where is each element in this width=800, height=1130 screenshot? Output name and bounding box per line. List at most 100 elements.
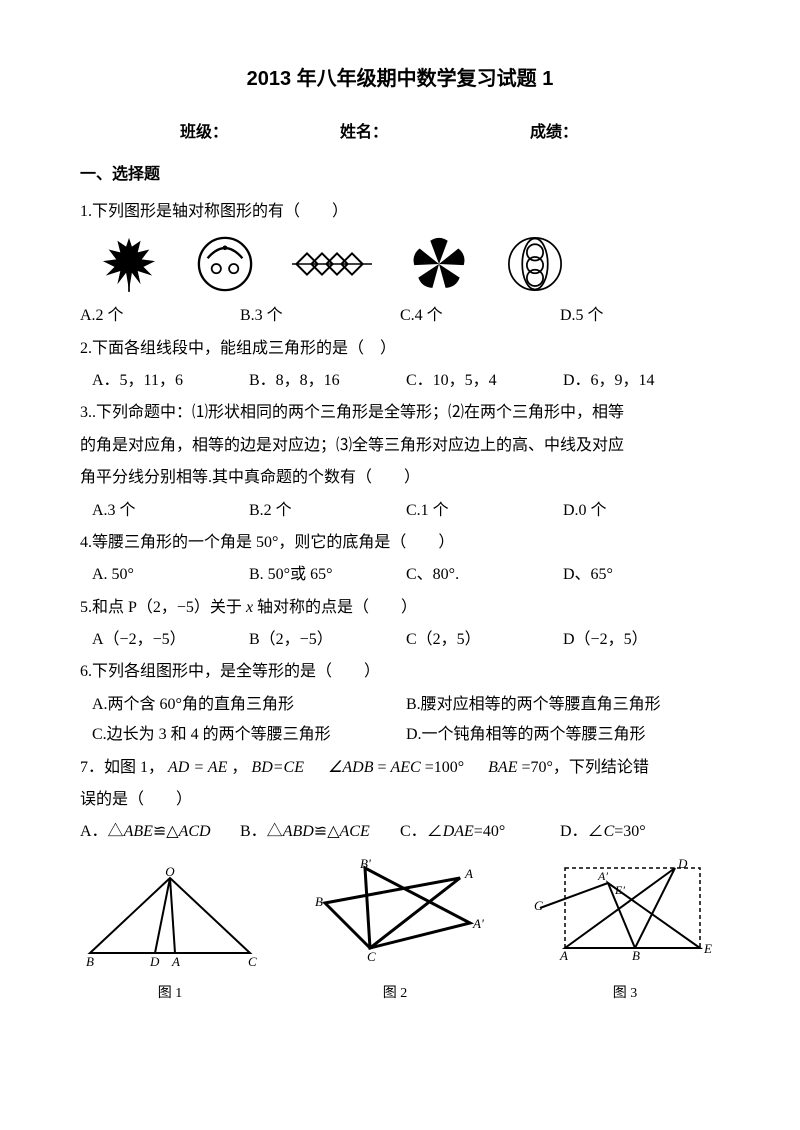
q6-options-row1: A.两个含 60°角的直角三角形 B.腰对应相等的两个等腰直角三角形: [80, 690, 720, 720]
q7b-cong: ≌△: [314, 823, 340, 840]
shape-diamonds-icon: [292, 244, 372, 284]
info-row: 班级： 姓名： 成绩：: [80, 118, 720, 148]
q7a-pre: A．△: [80, 823, 124, 840]
q7-adae: AD = AE: [168, 759, 227, 776]
shape-circles-icon: [506, 235, 564, 293]
fig1-A: A: [171, 954, 180, 969]
fig2-C: C: [367, 949, 376, 964]
q6-opt-b: B.腰对应相等的两个等腰直角三角形: [406, 690, 720, 720]
q7b-pre: B．△: [240, 823, 283, 840]
q7-bdce: BD=CE: [251, 759, 304, 776]
q6-stem: 6.下列各组图形中，是全等形的是（ ）: [80, 657, 720, 687]
q1-opt-b: B.3 个: [240, 301, 400, 331]
q5-stem-post: 轴对称的点是（ ）: [253, 599, 417, 616]
q7c-mid: DAE: [443, 823, 474, 840]
q1-stem: 1.下列图形是轴对称图形的有（ ）: [80, 197, 720, 227]
q5-opt-a: A（−2，−5）: [92, 625, 249, 655]
q4-opt-c: C、80°.: [406, 560, 563, 590]
fig1-O: O: [165, 864, 175, 879]
q7a-mid: ABE: [124, 823, 153, 840]
q1-shapes: [100, 235, 720, 293]
q1-opt-d: D.5 个: [560, 301, 720, 331]
q7b-mid: ABD: [283, 823, 314, 840]
q2-options: A．5，11，6 B．8，8，16 C．10，5，4 D．6，9，14: [80, 366, 720, 396]
fig1-C: C: [248, 954, 257, 969]
q6-options-row2: C.边长为 3 和 4 的两个等腰三角形 D.一个钝角相等的两个等腰三角形: [80, 720, 720, 750]
q3-stem-1: 3..下列命题中：⑴形状相同的两个三角形是全等形；⑵在两个三角形中，相等: [80, 398, 720, 428]
q6-opt-d: D.一个钝角相等的两个等腰三角形: [406, 720, 720, 750]
fig2-B: B: [315, 894, 323, 909]
q7-v2: =70°，下列结论错: [521, 759, 648, 776]
q7d-pre: D．∠: [560, 823, 604, 840]
q7-eq1: =: [377, 759, 390, 776]
figure-2: B' B C A A' 图 2: [305, 858, 485, 1008]
q7-opt-c: C．∠DAE=40°: [400, 817, 560, 847]
fig3-E: E: [703, 941, 712, 956]
q2-opt-b: B．8，8，16: [249, 366, 406, 396]
shape-leaf-icon: [100, 235, 158, 293]
shape-face-icon: [196, 235, 254, 293]
q2-stem: 2.下面各组线段中，能组成三角形的是（ ）: [80, 334, 720, 364]
q7-aec: AEC: [391, 759, 421, 776]
q3-opt-d: D.0 个: [563, 496, 720, 526]
q7-options: A．△ABE≌△ACD B．△ABD≌△ACE C．∠DAE=40° D．∠C=…: [80, 817, 720, 847]
q5-opt-d: D（−2，5）: [563, 625, 720, 655]
name-label: 姓名：: [340, 118, 530, 148]
q1-opt-c: C.4 个: [400, 301, 560, 331]
q3-options: A.3 个 B.2 个 C.1 个 D.0 个: [80, 496, 720, 526]
q7-stem-1: 7．如图 1， AD = AE ， BD=CE ∠ADB = AEC =100°…: [80, 753, 720, 783]
q7-s1-pre: 7．如图 1，: [80, 759, 164, 776]
q7-adb: ∠ADB: [328, 759, 373, 776]
q4-opt-a: A. 50°: [92, 560, 249, 590]
q1-options: A.2 个 B.3 个 C.4 个 D.5 个: [80, 301, 720, 331]
fig3-B: B: [632, 948, 640, 963]
fig3-Ep: E′: [614, 883, 625, 897]
q7-opt-b: B．△ABD≌△ACE: [240, 817, 400, 847]
fig3-A: A: [559, 948, 568, 963]
figure-1: O B D A C 图 1: [80, 868, 260, 1008]
fig1-B: B: [86, 954, 94, 969]
fig3-D: D: [677, 856, 688, 871]
q5-opt-b: B（2，−5）: [249, 625, 406, 655]
fig1-label: 图 1: [80, 981, 260, 1008]
q5-opt-c: C（2，5）: [406, 625, 563, 655]
class-label: 班级：: [180, 118, 340, 148]
q3-opt-a: A.3 个: [92, 496, 249, 526]
q7b-end: ACE: [340, 823, 370, 840]
q5-stem-x: x: [246, 599, 253, 616]
fig2-Bp: B': [360, 856, 371, 871]
q4-opt-b: B. 50°或 65°: [249, 560, 406, 590]
q4-stem: 4.等腰三角形的一个角是 50°，则它的底角是（ ）: [80, 528, 720, 558]
q1-opt-a: A.2 个: [80, 301, 240, 331]
shape-flower-icon: [410, 235, 468, 293]
score-label: 成绩：: [530, 118, 578, 148]
q7-c1: ，: [231, 759, 251, 776]
q6-opt-c: C.边长为 3 和 4 的两个等腰三角形: [92, 720, 406, 750]
q2-opt-c: C．10，5，4: [406, 366, 563, 396]
q4-options: A. 50° B. 50°或 65° C、80°. D、65°: [80, 560, 720, 590]
q7-v1: =100°: [425, 759, 468, 776]
page-title: 2013 年八年级期中数学复习试题 1: [80, 60, 720, 98]
q3-opt-b: B.2 个: [249, 496, 406, 526]
q3-stem-3: 角平分线分别相等.其中真命题的个数有（ ）: [80, 463, 720, 493]
q7-stem-2: 误的是（ ）: [80, 785, 720, 815]
fig3-label: 图 3: [530, 981, 720, 1008]
q7d-end: =30°: [614, 823, 645, 840]
fig3-C: C: [534, 898, 543, 913]
fig2-Ap: A': [472, 916, 484, 931]
q7-opt-a: A．△ABE≌△ACD: [80, 817, 240, 847]
q2-opt-d: D．6，9，14: [563, 366, 720, 396]
figures-row: O B D A C 图 1 B' B C A A' 图 2 A: [80, 858, 720, 1008]
q7a-cong: ≌△: [153, 823, 179, 840]
fig2-label: 图 2: [305, 981, 485, 1008]
fig3-Ap: A′: [597, 869, 608, 883]
q3-stem-2: 的角是对应角，相等的边是对应边；⑶全等三角形对应边上的高、中线及对应: [80, 431, 720, 461]
q5-stem-pre: 5.和点 P（2，−5）关于: [80, 599, 246, 616]
q7c-pre: C．∠: [400, 823, 443, 840]
fig2-A: A: [464, 866, 473, 881]
q7c-end: =40°: [474, 823, 505, 840]
q4-opt-d: D、65°: [563, 560, 720, 590]
q2-opt-a: A．5，11，6: [92, 366, 249, 396]
q5-options: A（−2，−5） B（2，−5） C（2，5） D（−2，5）: [80, 625, 720, 655]
q5-stem: 5.和点 P（2，−5）关于 x 轴对称的点是（ ）: [80, 593, 720, 623]
